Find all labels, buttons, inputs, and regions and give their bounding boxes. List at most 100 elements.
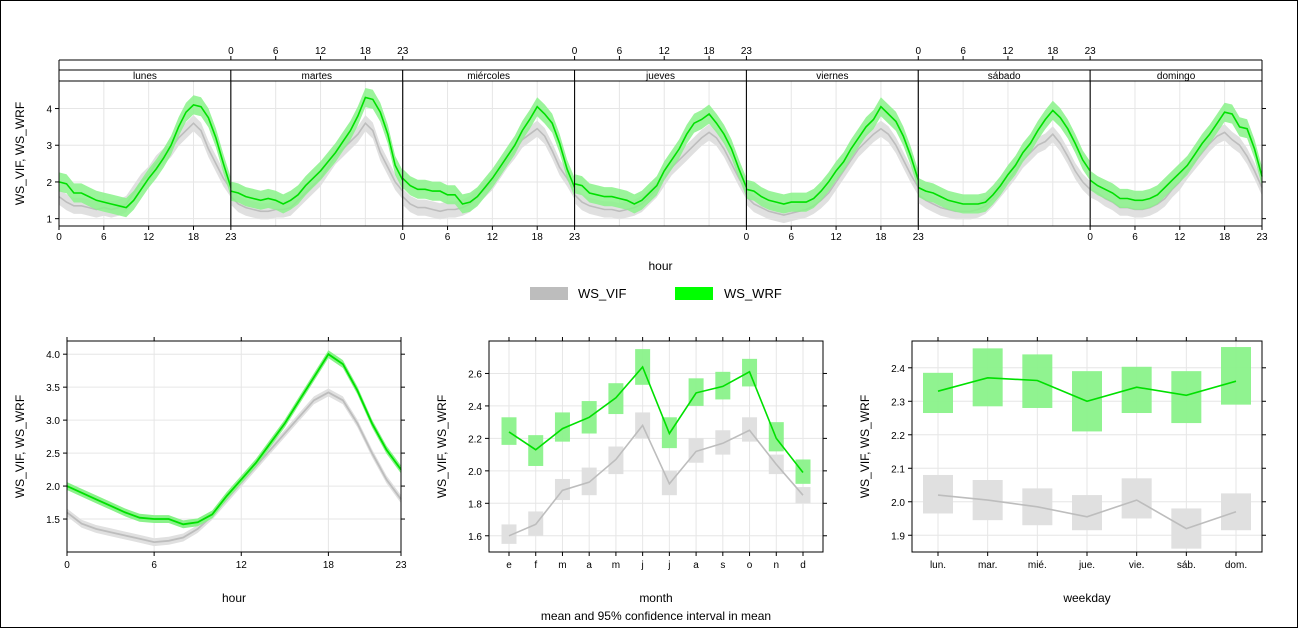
panel-strip-label: martes <box>302 71 333 82</box>
x-tick-label: 12 <box>487 232 499 243</box>
y-tick-label: 4.0 <box>46 350 60 361</box>
y-tick-label: 2.0 <box>891 498 905 509</box>
ci-band-ws-wrf <box>918 100 1091 214</box>
x-tick-label: 6 <box>1132 232 1138 243</box>
y-tick-label: 4 <box>46 105 52 116</box>
x-tick-label: 6 <box>273 46 279 57</box>
x-tick-label: 6 <box>151 560 157 571</box>
ci-band-ws-wrf <box>230 88 403 214</box>
panel-strip-label: lunes <box>133 71 157 82</box>
y-tick-label: 2.2 <box>468 434 482 445</box>
plot-frame <box>66 340 402 553</box>
x-tick-label: 6 <box>788 232 794 243</box>
series-line-ws-wrf <box>1089 111 1263 202</box>
x-tick-label: mié. <box>1028 560 1047 571</box>
series-line-ws-wrf <box>917 109 1091 205</box>
x-tick-label: 23 <box>741 46 753 57</box>
x-tick-label: lun. <box>930 560 946 571</box>
panel-strip-label: viernes <box>816 71 848 82</box>
y-axis-label: WS_VIF, WS_WRF <box>435 395 449 498</box>
x-tick-label: 6 <box>101 232 107 243</box>
series-line-ws-wrf <box>574 112 748 205</box>
x-tick-label: 18 <box>532 232 544 243</box>
ci-band-ws-wrf <box>574 104 747 214</box>
ci-box-ws-vif <box>501 524 517 544</box>
ci-band-ws-vif <box>918 126 1091 220</box>
ci-box-ws-wrf <box>1221 347 1251 405</box>
y-tick-label: 1.9 <box>891 531 905 542</box>
x-tick-label: 18 <box>188 232 200 243</box>
ci-box-ws-wrf <box>501 417 517 445</box>
x-tick-label: dom. <box>1225 560 1247 571</box>
x-tick-label: 23 <box>1256 232 1268 243</box>
x-tick-label: 23 <box>397 46 409 57</box>
y-tick-label: 2.4 <box>468 402 482 413</box>
ci-band-ws-vif <box>746 120 919 224</box>
x-tick-label: 12 <box>1002 46 1014 57</box>
x-tick-label: 12 <box>236 560 248 571</box>
x-tick-label: 12 <box>831 232 843 243</box>
series-line-ws-vif <box>937 494 1237 530</box>
y-tick-label: 2.3 <box>891 397 905 408</box>
ci-band-ws-vif <box>574 124 747 220</box>
y-tick-label: 2.2 <box>891 431 905 442</box>
hour-chart: 0 6 12 18 23 1.5 2.0 2.5 3.0 3.5 4.0 hour WS_VIF, WS… <box>13 337 407 605</box>
ci-box-ws-vif <box>923 474 953 514</box>
y-tick-label: 2.6 <box>468 369 482 380</box>
x-tick-label: j <box>667 560 670 571</box>
y-axis-label: WS_VIF, WS_WRF <box>858 395 872 498</box>
y-tick-label: 2.5 <box>46 449 60 460</box>
x-tick-label: mar. <box>978 560 997 571</box>
legend-swatch-ws-wrf <box>675 287 713 300</box>
x-tick-label: f <box>534 560 537 571</box>
y-tick-label: 1.8 <box>468 499 482 510</box>
x-tick-label: n <box>773 560 779 571</box>
x-tick-label: 18 <box>360 46 372 57</box>
panel-frame <box>1089 80 1263 227</box>
y-tick-label: 3.5 <box>46 383 60 394</box>
month-chart: e f m a m j j a s o n d 1.6 1.8 2.0 2.2 2.4 2.6 month mean … <box>435 337 827 623</box>
x-axis-label: month <box>639 591 672 605</box>
x-tick-label: 6 <box>445 232 451 243</box>
x-tick-label: 12 <box>143 232 155 243</box>
x-tick-label: 6 <box>960 46 966 57</box>
y-tick-label: 1.6 <box>468 532 482 543</box>
x-tick-label: a <box>693 560 699 571</box>
x-tick-label: 12 <box>315 46 327 57</box>
series-line-ws-wrf <box>58 104 232 209</box>
x-tick-label: 23 <box>913 232 925 243</box>
panel-strip-label: jueves <box>645 71 675 82</box>
ci-box-ws-wrf <box>923 372 953 414</box>
y-tick-label: 2.1 <box>891 464 905 475</box>
x-tick-label: m <box>612 560 620 571</box>
series-line-ws-wrf <box>402 105 576 205</box>
x-axis-label: hour <box>648 259 672 273</box>
x-tick-label: 12 <box>1174 232 1186 243</box>
panel-strip-label: miércoles <box>467 71 510 82</box>
y-tick-label: 1.5 <box>46 515 60 526</box>
x-tick-label: a <box>586 560 592 571</box>
x-tick-label: e <box>506 560 512 571</box>
ci-box-ws-wrf <box>1171 371 1202 424</box>
x-tick-label: m <box>558 560 566 571</box>
x-axis-label: weekday <box>1062 591 1110 605</box>
series-line-ws-wrf <box>508 365 804 473</box>
series-line-ws-vif <box>745 127 919 216</box>
x-tick-label: 0 <box>1087 232 1093 243</box>
x-tick-label: sáb. <box>1177 560 1196 571</box>
ci-band-ws-wrf <box>59 95 231 218</box>
ci-band-ws-vif <box>59 115 231 218</box>
ci-band-ws-vif <box>402 120 575 220</box>
y-axis-label: WS_VIF, WS_WRF <box>13 102 27 205</box>
plot-frame <box>488 340 824 553</box>
x-tick-label: 6 <box>617 46 623 57</box>
x-tick-label: vie. <box>1129 560 1145 571</box>
series-line-ws-wrf <box>937 376 1237 403</box>
y-axis-label: WS_VIF, WS_WRF <box>13 395 27 498</box>
legend-label-ws-wrf: WS_WRF <box>724 286 782 301</box>
x-tick-label: jue. <box>1078 560 1095 571</box>
y-tick-label: 3.0 <box>46 416 60 427</box>
y-tick-label: 1 <box>46 215 52 226</box>
